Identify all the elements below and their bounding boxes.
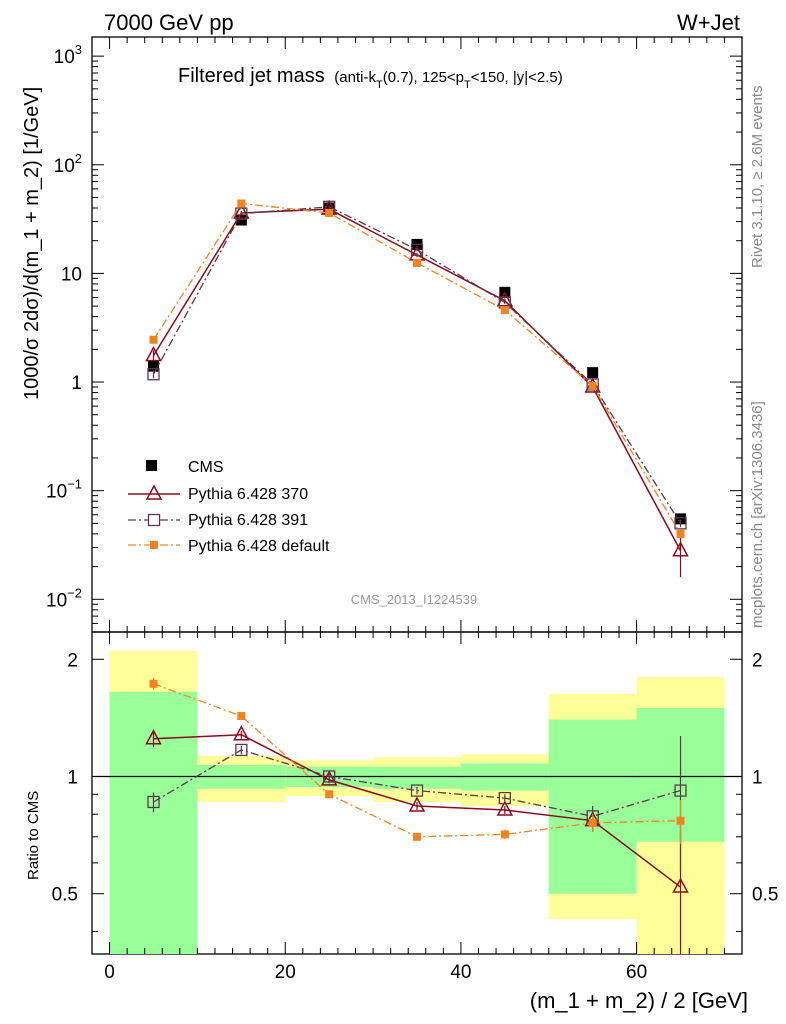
ratio-data-point [674, 784, 687, 797]
ratio-data-point [676, 816, 685, 825]
main-data-point [147, 360, 159, 372]
main-data-point [496, 291, 514, 307]
analysis-id-label: CMS_2013_I1224539 [351, 592, 478, 607]
x-tick-label: 60 [626, 962, 647, 983]
main-y-tick-label: 10−1 [46, 477, 82, 503]
ratio-band-inner [373, 766, 461, 789]
main-y-axis-label: 1000/σ 2dσ)/d(m_1 + m_2) [1/GeV] [21, 87, 43, 400]
ratio-axis-ticks: 2 2 1 1 0.5 0.5 0 20 40 60 [52, 650, 779, 983]
ratio-data-point [410, 784, 424, 797]
ratio-y-tick-label-left: 2 [67, 650, 78, 671]
ratio-data-point [498, 791, 511, 805]
ratio-y-tick-label-right: 0.5 [752, 885, 778, 906]
ratio-data-point [325, 790, 334, 799]
main-y-tick-label: 10 [61, 264, 82, 285]
ratio-data-point [145, 729, 162, 745]
main-y-tick-label: 1 [71, 373, 82, 394]
main-y-tick-label: 102 [54, 151, 82, 177]
ratio-y-tick-label-left: 0.5 [52, 885, 78, 906]
ratio-data-point [233, 725, 250, 741]
ratio-data-point [320, 770, 338, 786]
main-data-point [235, 214, 247, 226]
ratio-data-point [413, 832, 421, 841]
main-y-tick-label: 103 [54, 42, 82, 68]
mcplots-label: mcplots.cern.ch [arXiv:1306.3436] [749, 401, 766, 628]
ratio-data-point [496, 800, 514, 816]
x-tick-label: 40 [450, 962, 471, 983]
legend-label-default: Pythia 6.428 default [188, 538, 330, 555]
main-data-point [235, 207, 248, 220]
main-data-point [149, 335, 158, 344]
ratio-y-tick-label-right: 1 [752, 767, 763, 788]
ratio-data-point [323, 770, 336, 783]
header-energy-label: 7000 GeV pp [104, 10, 234, 35]
ratio-data-point [235, 743, 248, 757]
main-data-point [145, 346, 162, 362]
ratio-y-axis-label: Ratio to CMS [25, 791, 42, 880]
legend-label-370: Pythia 6.428 370 [188, 486, 308, 503]
ratio-y-tick-label-right: 2 [752, 650, 763, 671]
ratio-data-point [408, 796, 426, 812]
main-data-point [672, 541, 689, 557]
plot-title: Filtered jet mass (anti-kT(0.7), 125<pT<… [178, 65, 563, 91]
main-data-point [410, 243, 424, 256]
rivet-version-label: Rivet 3.1.10, ≥ 2.6M events [749, 86, 766, 269]
ratio-data-point [500, 830, 509, 839]
ratio-data-point [672, 877, 689, 893]
ratio-data-point [147, 795, 160, 809]
main-data-point [237, 199, 246, 208]
legend-marker-370 [145, 484, 163, 500]
legend: CMS Pythia 6.428 370 Pythia 6.428 391 Py… [128, 459, 330, 555]
legend-label-cms: CMS [188, 459, 224, 476]
header-process-label: W+Jet [677, 10, 740, 35]
legend-marker-default [150, 541, 158, 549]
main-data-point [147, 368, 160, 381]
legend-label-391: Pythia 6.428 391 [188, 512, 308, 529]
main-data-point [588, 381, 597, 390]
ratio-y-tick-label-left: 1 [67, 767, 78, 788]
ratio-data-point [237, 711, 246, 720]
main-y-tick-label: 10−2 [46, 585, 82, 611]
ratio-data-point [149, 679, 158, 688]
ratio-series-layer [145, 678, 689, 954]
main-data-point [587, 367, 599, 379]
ratio-data-point [588, 818, 597, 827]
x-tick-label: 0 [104, 962, 115, 983]
x-axis-label: (m_1 + m_2) / 2 [GeV] [530, 988, 748, 1013]
main-data-point [413, 258, 421, 267]
main-data-point [325, 208, 334, 217]
main-data-point [675, 513, 687, 525]
main-data-point [500, 306, 509, 315]
main-series-layer [145, 199, 689, 578]
main-data-point [233, 203, 250, 219]
main-data-point [676, 529, 685, 538]
ratio-plot-frame [91, 631, 743, 955]
x-tick-label: 20 [275, 962, 296, 983]
legend-marker-391 [147, 513, 161, 527]
legend-marker-cms [146, 460, 157, 471]
